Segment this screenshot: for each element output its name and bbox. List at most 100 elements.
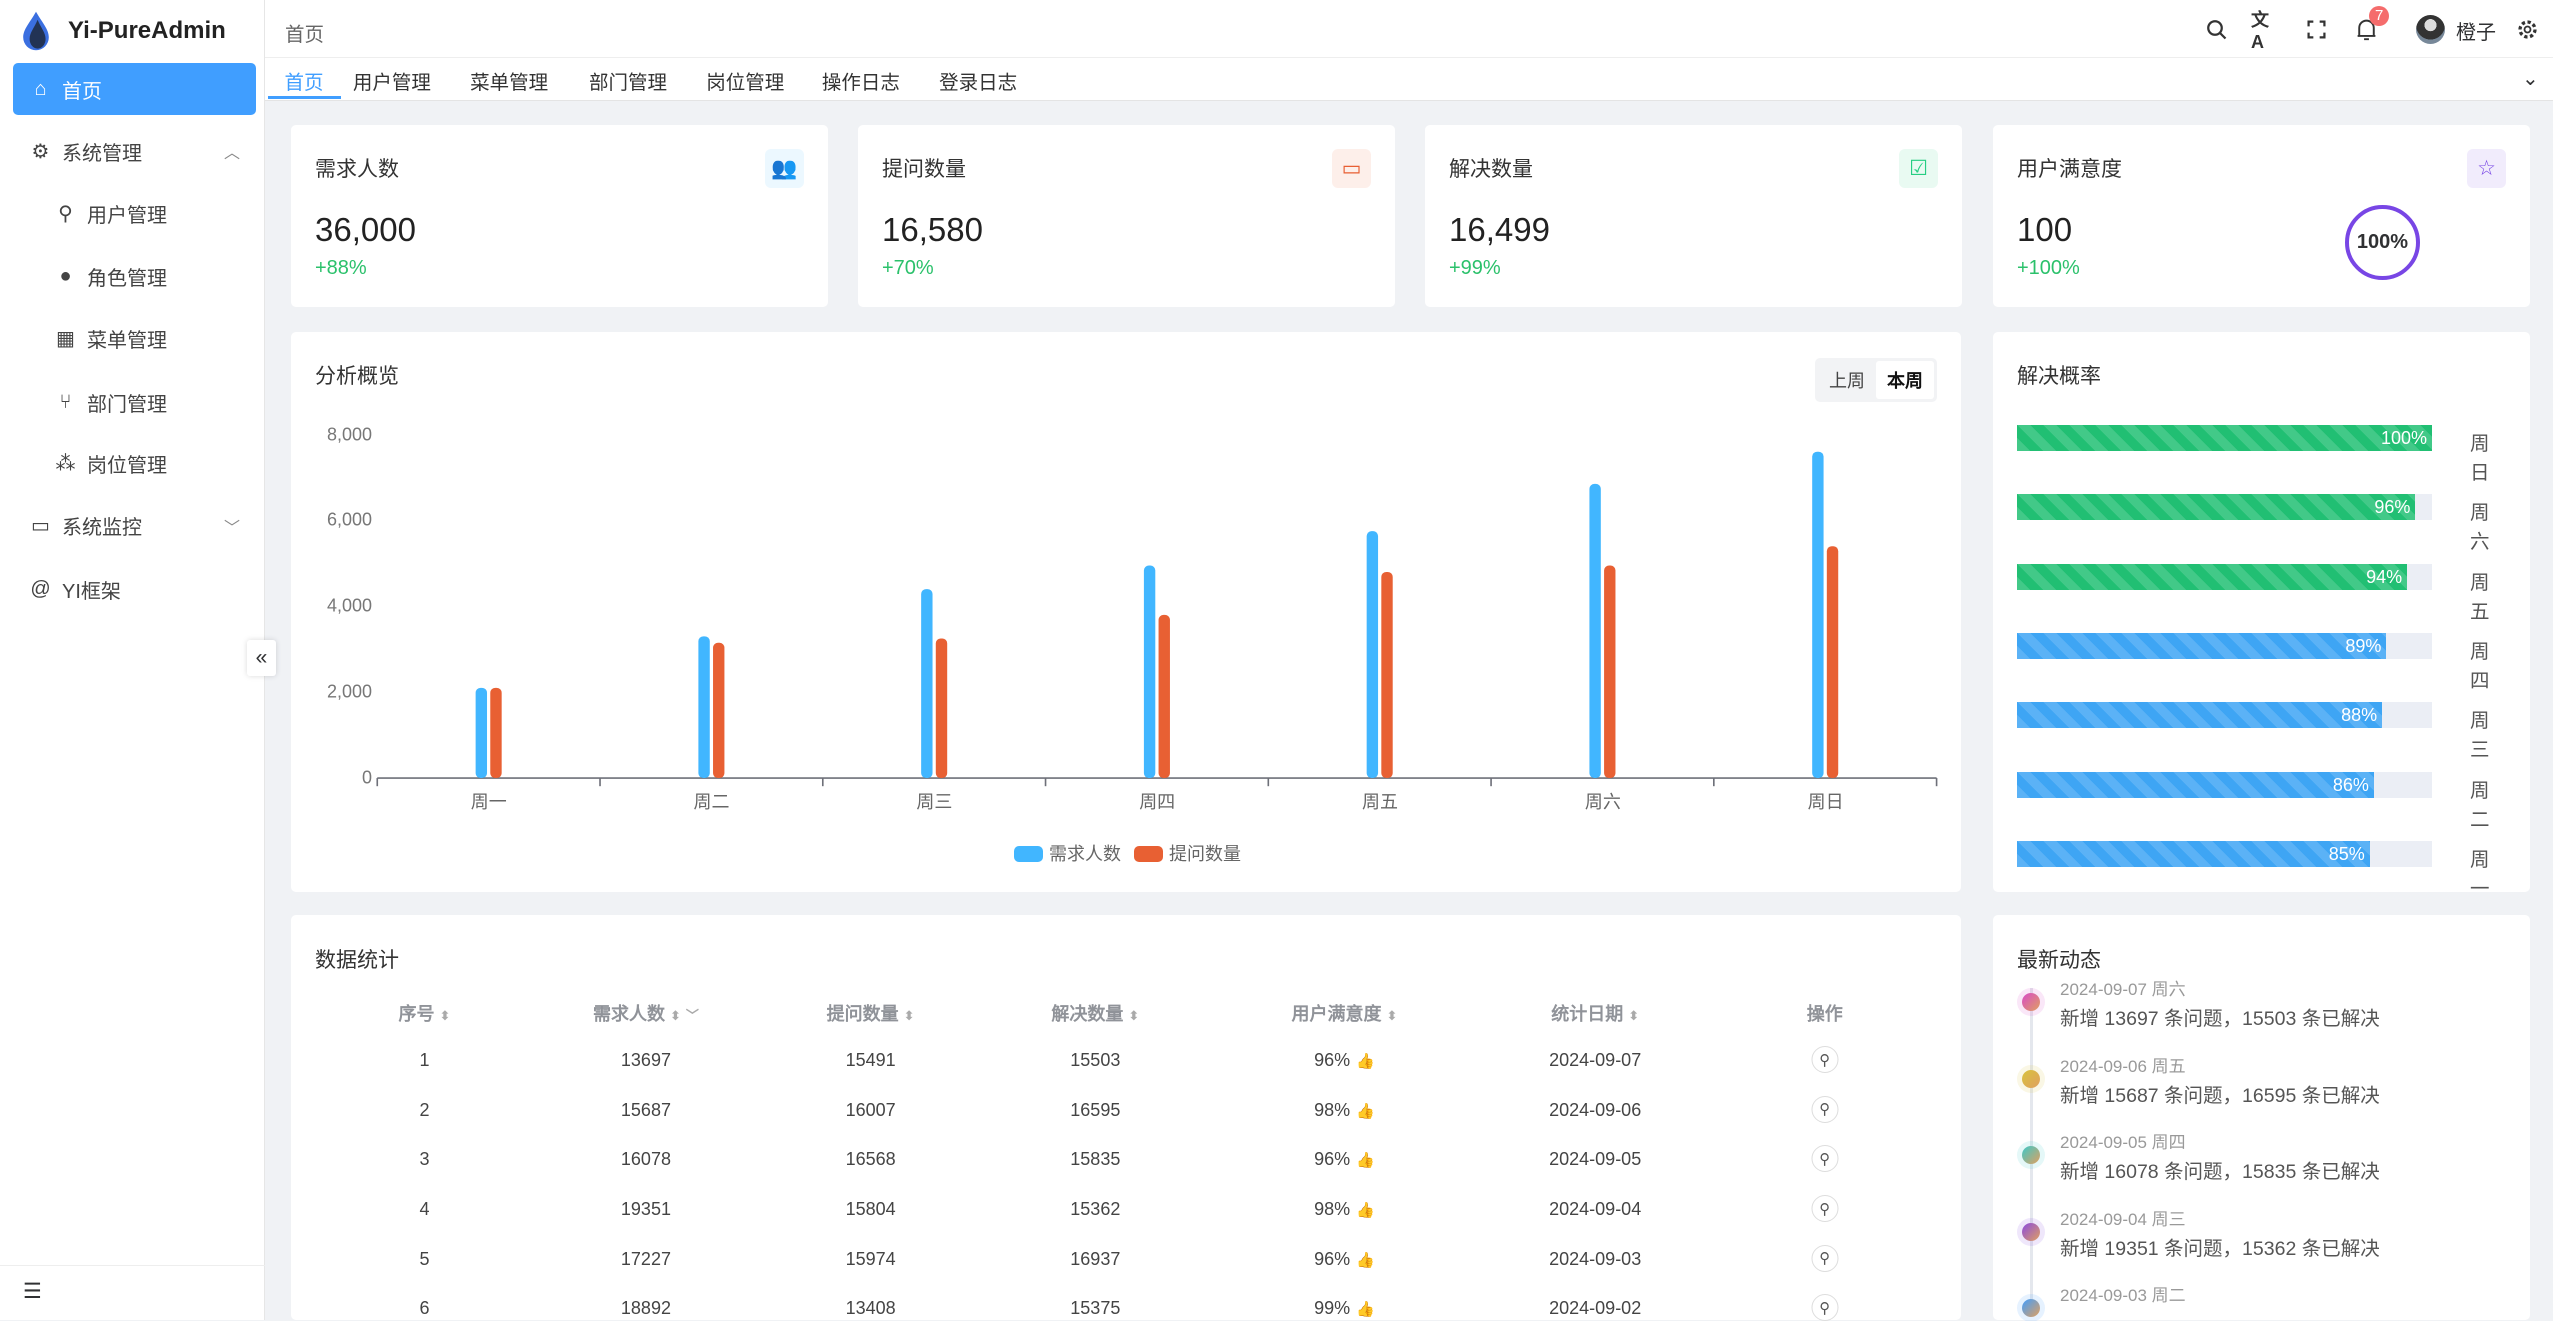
cell-value: 2024-09-07 xyxy=(1549,1050,1642,1071)
table-cell: 15375 xyxy=(1070,1298,1120,1319)
view-detail-button[interactable]: ⚲ xyxy=(1811,1244,1839,1272)
bar-需求人数-周三[interactable] xyxy=(921,589,933,779)
bar-需求人数-周二[interactable] xyxy=(698,636,710,779)
this-week-button[interactable]: 本周 xyxy=(1876,361,1934,399)
sort-icon[interactable]: ⬍ xyxy=(1386,1008,1398,1023)
bar-提问数量-周四[interactable] xyxy=(1158,614,1170,779)
breadcrumb[interactable]: 首页 xyxy=(285,24,325,46)
legend-swatch xyxy=(1134,846,1163,862)
bar-需求人数-周日[interactable] xyxy=(1812,451,1824,779)
tab-5[interactable]: 操作日志 xyxy=(821,72,900,94)
bar-提问数量-周三[interactable] xyxy=(935,638,948,779)
stat-title: 用户满意度 xyxy=(2017,158,2122,181)
tab-6[interactable]: 登录日志 xyxy=(939,72,1018,94)
sidebar-item-7[interactable]: ▭ 系统监控 ﹀ xyxy=(13,500,256,552)
activity-text: 新增 13697 条问题，15503 条已解决 xyxy=(2060,1008,2380,1031)
table-cell: 2024-09-06 xyxy=(1549,1100,1641,1121)
legend-item[interactable]: 提问数量 xyxy=(1134,840,1241,866)
stat-value: 16,580 xyxy=(882,211,983,248)
column-header[interactable]: 提问数量 ⬍ xyxy=(827,1000,915,1026)
sidebar-item-label: 岗位管理 xyxy=(87,455,167,478)
avatar[interactable] xyxy=(2416,15,2445,44)
settings-gear-icon[interactable] xyxy=(2513,15,2542,44)
tab-3[interactable]: 部门管理 xyxy=(589,72,668,94)
bar-提问数量-周五[interactable] xyxy=(1381,571,1393,779)
progress-bar: 89% xyxy=(2017,632,2432,659)
column-header[interactable]: 需求人数 ⬍ ﹀ xyxy=(593,1000,699,1026)
activity-date: 2024-09-03 周二 xyxy=(2060,1286,2186,1306)
sidebar-item-3[interactable]: ● 角色管理 xyxy=(13,251,256,303)
sort-icon[interactable]: ⬍ xyxy=(1128,1008,1140,1023)
view-detail-button[interactable]: ⚲ xyxy=(1811,1046,1839,1074)
table-cell: 15974 xyxy=(846,1249,896,1270)
bar-需求人数-周一[interactable] xyxy=(475,687,488,779)
username[interactable]: 橙子 xyxy=(2456,22,2496,44)
table-cell: 16937 xyxy=(1070,1249,1120,1270)
bar-提问数量-周一[interactable] xyxy=(490,687,502,779)
bar-提问数量-周日[interactable] xyxy=(1826,546,1839,779)
stat-title: 提问数量 xyxy=(882,158,966,181)
table-cell: 96% 👍 xyxy=(1314,1249,1375,1271)
sidebar-item-label: 用户管理 xyxy=(87,204,167,227)
cell-value: 15491 xyxy=(845,1050,896,1071)
bar-需求人数-周四[interactable] xyxy=(1143,565,1156,779)
translate-icon[interactable]: 文A xyxy=(2251,10,2269,52)
sidebar-item-4[interactable]: ▦ 菜单管理 xyxy=(13,313,256,365)
search-icon[interactable] xyxy=(2202,15,2231,44)
bar-提问数量-周二[interactable] xyxy=(713,642,725,779)
data-table-card: 数据统计 序号 ⬍ 需求人数 ⬍ ﹀ 提问数量 ⬍ 解决数量 ⬍ 用户满意度 ⬍ 统计日期 ⬍ 操作 1 13… xyxy=(291,915,1961,1321)
column-header[interactable]: 用户满意度 ⬍ xyxy=(1291,1000,1397,1026)
x-tick-label: 周一 xyxy=(470,791,507,812)
column-header[interactable]: 统计日期 ⬍ xyxy=(1551,1000,1639,1026)
monitor-icon: ▭ xyxy=(31,515,50,538)
stat-value: 16,499 xyxy=(1449,211,1550,248)
activity-date: 2024-09-05 周四 xyxy=(2060,1133,2186,1153)
sidebar-item-5[interactable]: ⑂ 部门管理 xyxy=(13,376,256,428)
cell-value: 2024-09-04 xyxy=(1549,1199,1642,1220)
cell-value: 6 xyxy=(419,1298,430,1319)
view-detail-button[interactable]: ⚲ xyxy=(1811,1095,1839,1123)
collapse-sidebar-button[interactable]: « xyxy=(247,640,276,676)
sidebar-item-1[interactable]: ⚙ 系统管理 ︿ xyxy=(13,125,256,177)
chevron-down-icon[interactable]: ⌄ xyxy=(2522,68,2539,90)
sidebar-item-2[interactable]: ⚲ 用户管理 xyxy=(13,187,256,239)
table-cell: 2024-09-02 xyxy=(1549,1298,1641,1319)
sort-icon[interactable]: ⬍ xyxy=(1628,1008,1640,1023)
tab-0[interactable]: 首页 xyxy=(284,72,324,94)
table-cell: 16007 xyxy=(846,1100,896,1121)
cell-value: 16007 xyxy=(845,1099,896,1120)
sort-icon[interactable]: ⬍ xyxy=(903,1008,915,1023)
last-week-button[interactable]: 上周 xyxy=(1829,371,1865,391)
column-header-label: 需求人数 xyxy=(592,1004,665,1024)
chart-legend: 需求人数 提问数量 xyxy=(1014,840,1241,866)
sidebar-item-8[interactable]: @ YI框架 xyxy=(13,563,256,615)
bar-需求人数-周五[interactable] xyxy=(1366,531,1379,779)
table-cell: 2024-09-07 xyxy=(1549,1050,1641,1071)
bell-icon[interactable] xyxy=(2352,15,2381,44)
progress-row: 89% 周四 xyxy=(2017,632,2505,692)
bar-提问数量-周六[interactable] xyxy=(1604,565,1616,779)
sort-icon[interactable]: ⬍ xyxy=(669,1008,681,1023)
overview-title: 分析概览 xyxy=(315,365,399,388)
column-header[interactable]: 操作 xyxy=(1807,1000,1843,1026)
sidebar-item-0[interactable]: ⌂ 首页 xyxy=(13,63,256,116)
grid-icon: ▦ xyxy=(56,328,75,351)
sidebar-toggle-icon[interactable]: ☰ xyxy=(0,1265,265,1320)
view-detail-button[interactable]: ⚲ xyxy=(1811,1195,1839,1223)
stat-title: 解决数量 xyxy=(1449,158,1533,181)
bar-需求人数-周六[interactable] xyxy=(1589,483,1601,779)
sort-icon[interactable]: ⬍ xyxy=(439,1008,451,1023)
legend-item[interactable]: 需求人数 xyxy=(1014,840,1121,866)
legend-label: 提问数量 xyxy=(1169,844,1241,864)
app-logo[interactable]: Yi-PureAdmin xyxy=(20,10,226,52)
column-header[interactable]: 解决数量 ⬍ xyxy=(1051,1000,1139,1026)
tab-1[interactable]: 用户管理 xyxy=(352,72,431,94)
tab-2[interactable]: 菜单管理 xyxy=(470,72,549,94)
sidebar-item-6[interactable]: ⁂ 岗位管理 xyxy=(13,438,256,490)
view-detail-button[interactable]: ⚲ xyxy=(1811,1145,1839,1173)
view-detail-button[interactable]: ⚲ xyxy=(1811,1294,1839,1321)
fullscreen-icon[interactable] xyxy=(2302,15,2331,44)
filter-chevron-icon[interactable]: ﹀ xyxy=(685,1008,699,1023)
column-header[interactable]: 序号 ⬍ xyxy=(399,1000,451,1026)
tab-4[interactable]: 岗位管理 xyxy=(706,72,785,94)
